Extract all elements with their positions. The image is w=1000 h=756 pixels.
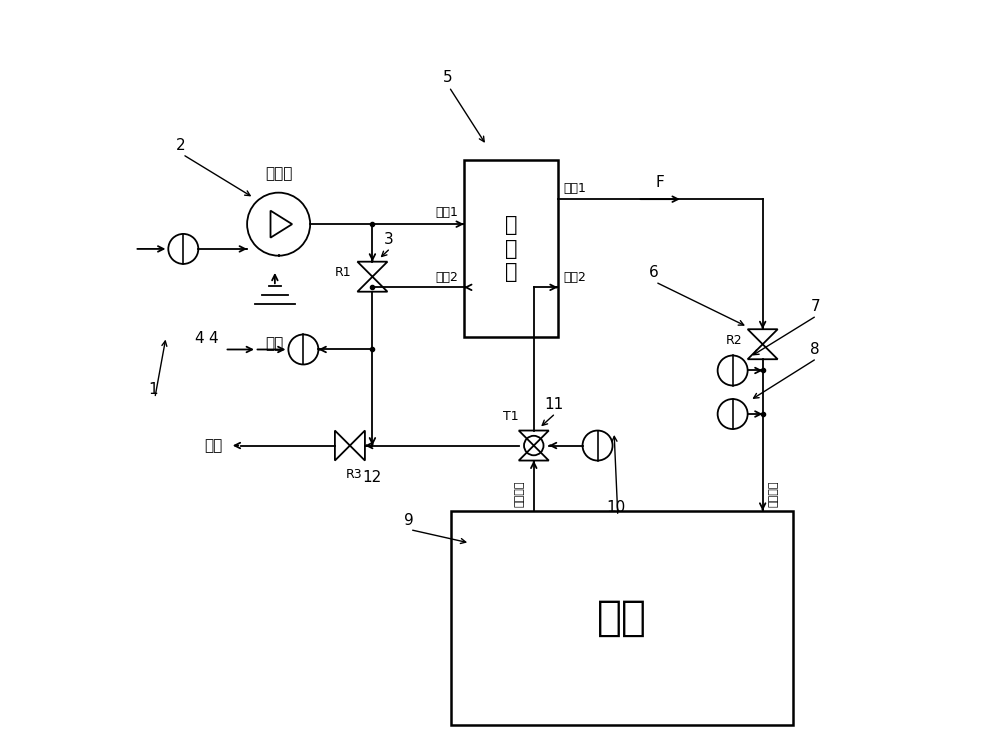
- Text: 出口2: 出口2: [436, 271, 459, 284]
- Bar: [464, 160, 558, 336]
- Text: 出口1: 出口1: [563, 182, 586, 195]
- Text: 12: 12: [363, 469, 382, 485]
- Text: 增
湿
器: 增 湿 器: [505, 215, 517, 282]
- Text: 大气: 大气: [266, 336, 284, 351]
- Text: 6: 6: [649, 265, 659, 280]
- Circle shape: [583, 430, 613, 460]
- Bar: [451, 511, 793, 725]
- Text: T1: T1: [503, 410, 519, 423]
- Circle shape: [718, 355, 748, 386]
- Text: 3: 3: [384, 231, 394, 246]
- Text: 10: 10: [607, 500, 626, 515]
- Text: 入口1: 入口1: [436, 206, 459, 219]
- Circle shape: [288, 334, 318, 364]
- Circle shape: [247, 193, 310, 256]
- Text: 空气入口: 空气入口: [769, 481, 779, 507]
- Text: 空气出口: 空气出口: [515, 481, 525, 507]
- Text: 9: 9: [404, 513, 413, 528]
- Circle shape: [168, 234, 198, 264]
- Text: 7: 7: [810, 299, 820, 314]
- Text: R3: R3: [345, 468, 362, 481]
- Text: 8: 8: [810, 342, 820, 357]
- Text: 11: 11: [544, 397, 564, 412]
- Text: 5: 5: [443, 70, 452, 85]
- Text: F: F: [656, 175, 665, 191]
- Text: R2: R2: [726, 334, 742, 347]
- Circle shape: [718, 399, 748, 429]
- Text: 4: 4: [209, 330, 218, 345]
- Text: 大气: 大气: [204, 438, 222, 453]
- Text: 2: 2: [176, 138, 186, 153]
- Text: 空压机: 空压机: [265, 166, 292, 181]
- Text: 电堆: 电堆: [597, 596, 647, 639]
- Text: 4: 4: [194, 330, 204, 345]
- Text: 1: 1: [148, 382, 158, 397]
- Text: R1: R1: [335, 266, 351, 280]
- Text: 入口2: 入口2: [563, 271, 586, 284]
